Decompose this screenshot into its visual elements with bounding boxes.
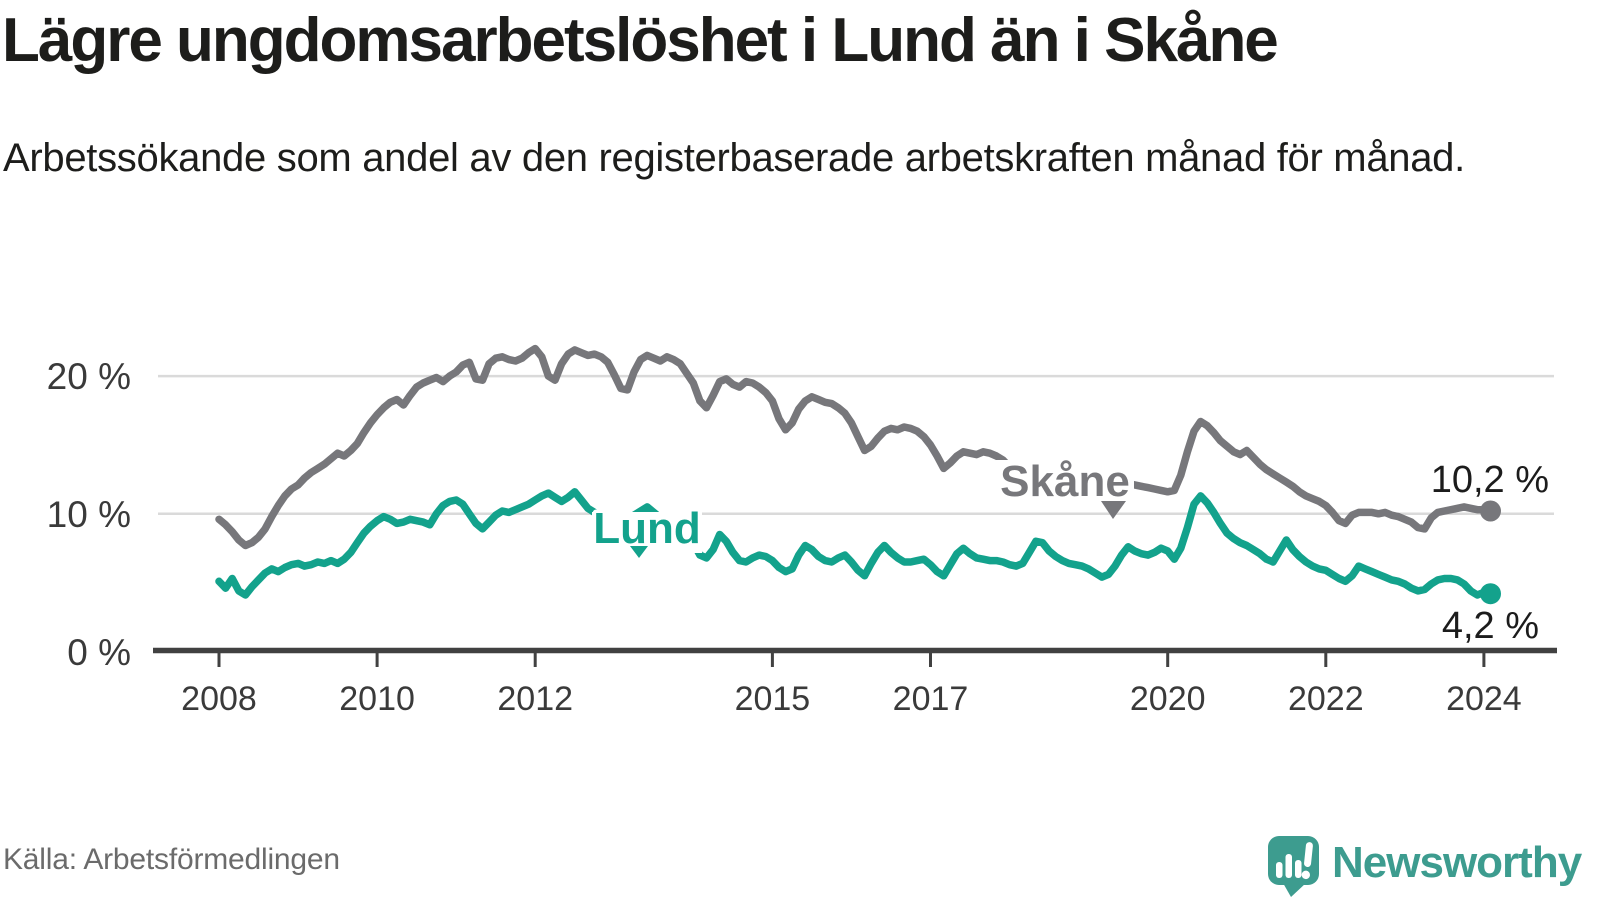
- y-tick-20: 20 %: [47, 356, 131, 397]
- x-tick-label: 2010: [339, 680, 415, 718]
- y-tick-10: 10 %: [47, 494, 131, 535]
- x-tick-label: 2024: [1446, 680, 1522, 718]
- skane-line: [215, 344, 1495, 550]
- x-tick-label: 2015: [735, 680, 811, 718]
- x-tick-label: 2012: [497, 680, 573, 718]
- chart-subtitle: Arbetssökande som andel av den registerb…: [3, 136, 1465, 180]
- skane-end-dot: [1480, 500, 1501, 522]
- x-tick-label: 2017: [893, 680, 969, 718]
- lund-value-label: 4,2 %: [1442, 605, 1539, 647]
- gridlines: [158, 374, 1554, 516]
- x-axis-ticks: 2008 2010 2012 2015 2017 2020 2022 2024: [181, 651, 1522, 718]
- lund-arrow-down-icon: [630, 546, 648, 558]
- x-tick-label: 2008: [181, 680, 257, 718]
- skane-series-label: Skåne: [1000, 457, 1130, 506]
- skane-arrow-down-icon: [1101, 501, 1126, 519]
- source-note: Källa: Arbetsförmedlingen: [3, 843, 340, 876]
- newsworthy-logo: Newsworthy: [1265, 834, 1582, 898]
- lund-line: [215, 488, 1495, 599]
- speech-bubble-bar-chart-icon: [1268, 836, 1319, 897]
- lund-end-dot: [1480, 583, 1501, 605]
- page-title: Lägre ungdomsarbetslöshet i Lund än i Sk…: [2, 6, 1279, 75]
- skane-label-mask: [996, 460, 1134, 501]
- x-tick-label: 2020: [1130, 680, 1206, 718]
- skane-value-label: 10,2 %: [1431, 459, 1549, 501]
- x-tick-label: 2022: [1288, 680, 1364, 718]
- lund-series-label: Lund: [593, 504, 701, 553]
- y-tick-0: 0 %: [67, 632, 131, 673]
- newsworthy-wordmark: Newsworthy: [1332, 838, 1582, 887]
